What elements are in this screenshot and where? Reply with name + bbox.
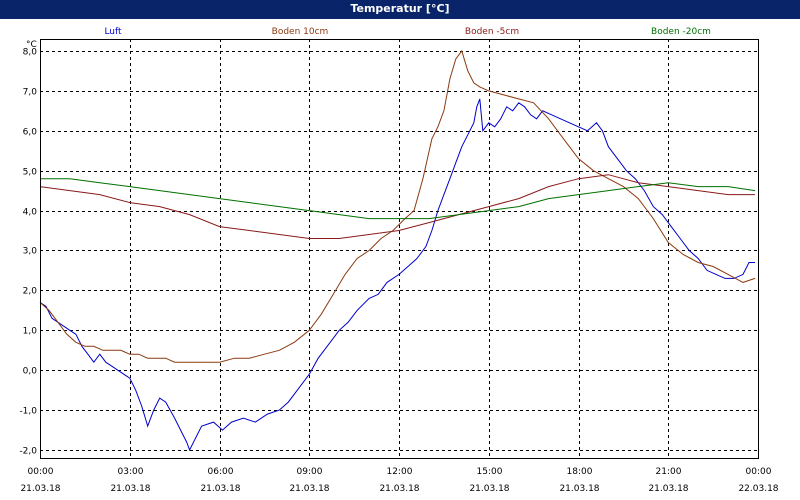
y-tick-label: 1,0	[23, 327, 38, 337]
y-tick-label: -2,0	[19, 447, 37, 457]
y-tick-label: -1,0	[19, 407, 37, 417]
y-tick-label: 4,0	[23, 208, 38, 218]
series-line-boden-5cm	[39, 174, 755, 239]
legend-entry: Boden 10cm	[272, 27, 329, 37]
temperature-chart: 8,0 7,0 6,0 5,0 4,0 3,0 2,0 1,0 0,0 -1,0 -2,0 00:00…	[19, 27, 778, 495]
x-tick-time: 06:00	[208, 467, 234, 477]
x-tick-date: 21.03.18	[110, 484, 150, 494]
legend-entry: Luft	[104, 27, 122, 37]
grid	[40, 39, 758, 458]
x-tick-date: 21.03.18	[559, 484, 599, 494]
legend: Luft Boden 10cm Boden -5cm Boden -20cm	[104, 27, 711, 37]
series-line-boden-10cm	[39, 49, 756, 363]
x-tick-time: 03:00	[118, 467, 144, 477]
y-axis-unit: °C	[26, 40, 37, 50]
x-tick-time: 00:00	[28, 467, 54, 477]
plot-frame	[40, 39, 759, 459]
y-tick-label: 0,0	[23, 367, 38, 377]
x-tick-date: 21.03.18	[469, 484, 509, 494]
x-tick-time: 15:00	[477, 467, 503, 477]
series-line-boden-20cm	[40, 178, 756, 220]
window-title: Temperatur [°C]	[0, 0, 800, 19]
legend-entry: Boden -20cm	[651, 27, 711, 37]
x-tick-date: 21.03.18	[648, 484, 688, 494]
x-tick-date: 21.03.18	[379, 484, 419, 494]
x-tick-date: 21.03.18	[20, 484, 60, 494]
axis-ticks: 8,0 7,0 6,0 5,0 4,0 3,0 2,0 1,0 0,0 -1,0 -2,0 00:00…	[19, 48, 778, 495]
y-tick-label: 7,0	[23, 88, 38, 98]
x-tick-time: 18:00	[567, 467, 593, 477]
y-tick-label: 8,0	[23, 48, 38, 58]
x-tick-time: 09:00	[297, 467, 323, 477]
x-tick-date: 21.03.18	[200, 484, 240, 494]
series-line-luft	[39, 98, 755, 452]
y-tick-label: 5,0	[23, 168, 38, 178]
y-tick-label: 2,0	[23, 287, 38, 297]
y-tick-label: 6,0	[23, 128, 38, 138]
x-tick-time: 12:00	[387, 467, 413, 477]
y-tick-label: 3,0	[23, 247, 38, 257]
series-lines	[39, 49, 756, 452]
x-tick-date: 22.03.18	[738, 484, 778, 494]
legend-entry: Boden -5cm	[465, 27, 519, 37]
x-tick-date: 21.03.18	[289, 484, 329, 494]
x-tick-time: 21:00	[656, 467, 682, 477]
x-tick-time: 00:00	[746, 467, 772, 477]
